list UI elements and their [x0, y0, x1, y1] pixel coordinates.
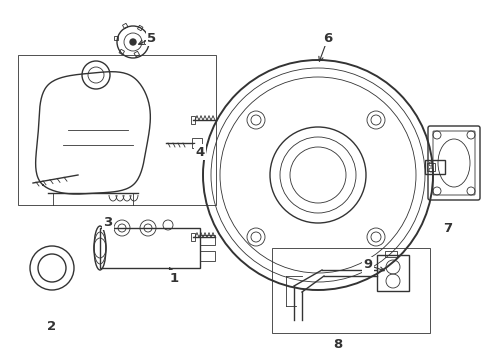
Circle shape [130, 39, 136, 45]
Bar [100, 228, 200, 268]
Bar [192, 138, 202, 148]
Text: 5: 5 [147, 31, 156, 45]
Bar [200, 251, 215, 261]
Bar [376, 255, 408, 291]
Text: 1: 1 [169, 271, 178, 284]
Bar [191, 233, 195, 241]
Text: 9: 9 [363, 258, 372, 271]
Bar [426, 163, 434, 171]
Text: 4: 4 [195, 145, 204, 158]
Text: 6: 6 [323, 31, 332, 45]
Bar [122, 23, 128, 29]
Bar [191, 116, 195, 124]
Bar [200, 235, 215, 245]
Bar [119, 49, 124, 55]
Bar [134, 51, 139, 57]
Bar [143, 40, 148, 44]
Text: 7: 7 [443, 221, 451, 234]
Text: 2: 2 [47, 320, 57, 333]
Bar [114, 36, 118, 40]
Bar [384, 251, 396, 257]
Bar [18, 55, 216, 205]
Bar [137, 25, 142, 31]
Bar [271, 248, 429, 333]
Text: 8: 8 [333, 338, 342, 351]
Bar [424, 160, 444, 174]
Text: 3: 3 [103, 216, 112, 229]
